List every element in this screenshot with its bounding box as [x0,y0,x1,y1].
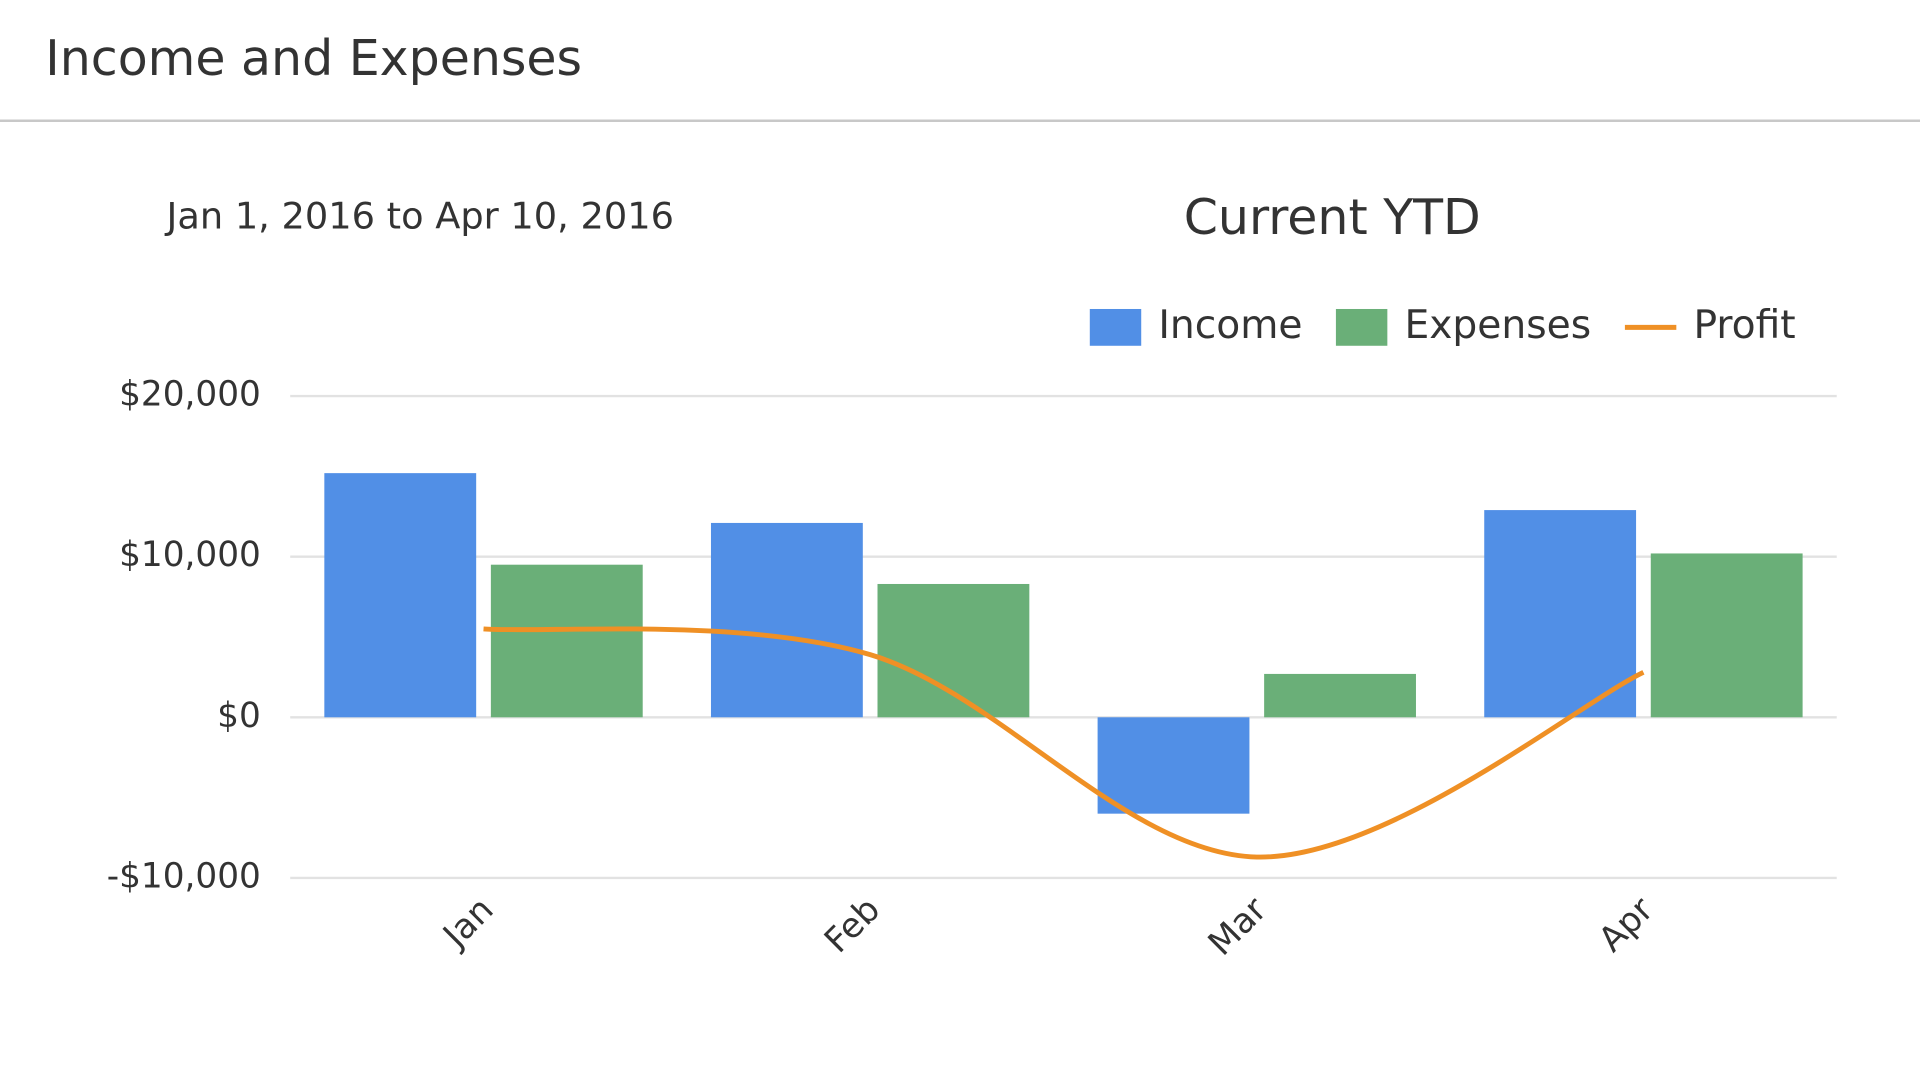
y-tick-label: -$10,000 [107,856,261,896]
line-series [483,626,1645,860]
legend-label: Expenses [1404,303,1591,348]
legend-label: Profit [1693,303,1795,348]
legend-swatch [1335,308,1388,346]
x-tick-label: Mar [1201,889,1276,964]
card-title: Income and Expenses [45,30,582,87]
bar [1650,553,1803,718]
bar [710,522,863,718]
x-tick-label: Apr [1591,889,1662,960]
bar [1264,673,1416,718]
legend-label: Income [1158,303,1302,348]
x-tick-label: Feb [817,890,888,961]
y-tick-label: $0 [217,696,261,736]
y-tick-label: $10,000 [119,535,261,575]
chart-title: Current YTD [1184,189,1481,246]
bar [1484,510,1637,718]
bar [324,473,477,718]
x-tick-label: Jan [434,890,501,957]
legend-swatch [1089,308,1142,346]
bar [490,564,643,718]
date-range: Jan 1, 2016 to Apr 10, 2016 [165,195,674,238]
bar [877,583,1030,718]
y-tick-label: $20,000 [119,375,261,415]
bar [1097,717,1250,814]
